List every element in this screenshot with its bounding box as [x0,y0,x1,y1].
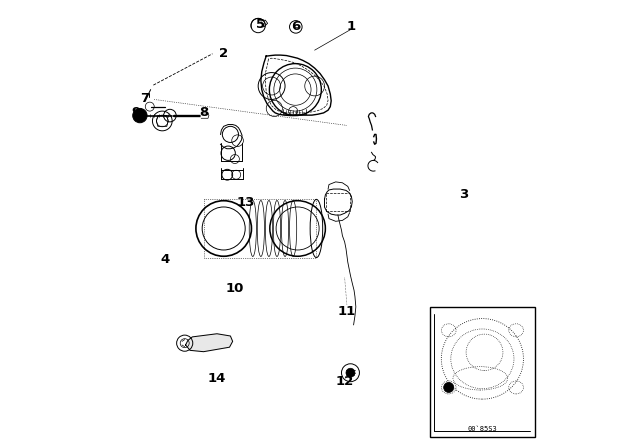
Text: 6: 6 [291,20,300,34]
Text: 9: 9 [132,106,141,120]
Text: 1: 1 [347,20,356,34]
Text: 11: 11 [338,305,356,318]
Text: 2: 2 [219,47,228,60]
Polygon shape [186,334,233,352]
Text: 4: 4 [161,253,170,267]
Text: 5: 5 [256,18,266,31]
Polygon shape [202,113,209,118]
Circle shape [132,108,147,123]
Circle shape [444,383,454,392]
Text: 00`85S3: 00`85S3 [468,426,497,432]
Text: 7: 7 [140,92,149,105]
Bar [430,307,535,437]
Text: 8: 8 [199,106,208,120]
Text: 10: 10 [226,282,244,296]
Text: 3: 3 [459,188,468,202]
Text: 13: 13 [237,196,255,209]
Circle shape [346,368,355,377]
Text: 12: 12 [335,375,354,388]
Text: 14: 14 [208,372,226,385]
